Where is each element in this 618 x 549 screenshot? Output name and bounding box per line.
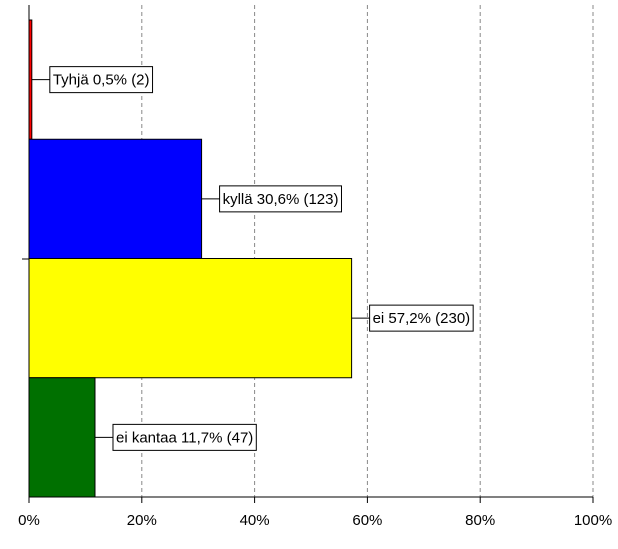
x-tick-label: 80%	[465, 512, 495, 529]
bar	[28, 138, 203, 259]
bar	[28, 258, 353, 379]
x-tick-label: 20%	[127, 512, 157, 529]
data-label: kyllä 30,6% (123)	[223, 191, 339, 208]
bar	[28, 377, 96, 498]
x-tick-label: 40%	[240, 512, 270, 529]
data-label: Tyhjä 0,5% (2)	[53, 72, 150, 89]
x-tick-label: 100%	[574, 512, 612, 529]
data-label: ei kantaa 11,7% (47)	[116, 429, 253, 446]
label-box	[369, 304, 474, 332]
data-label: ei 57,2% (230)	[373, 310, 471, 327]
x-tick-label: 0%	[18, 512, 40, 529]
label-box	[49, 66, 154, 94]
label-box	[219, 185, 342, 213]
label-box	[112, 423, 257, 451]
x-tick-label: 60%	[352, 512, 382, 529]
bar	[28, 19, 33, 140]
